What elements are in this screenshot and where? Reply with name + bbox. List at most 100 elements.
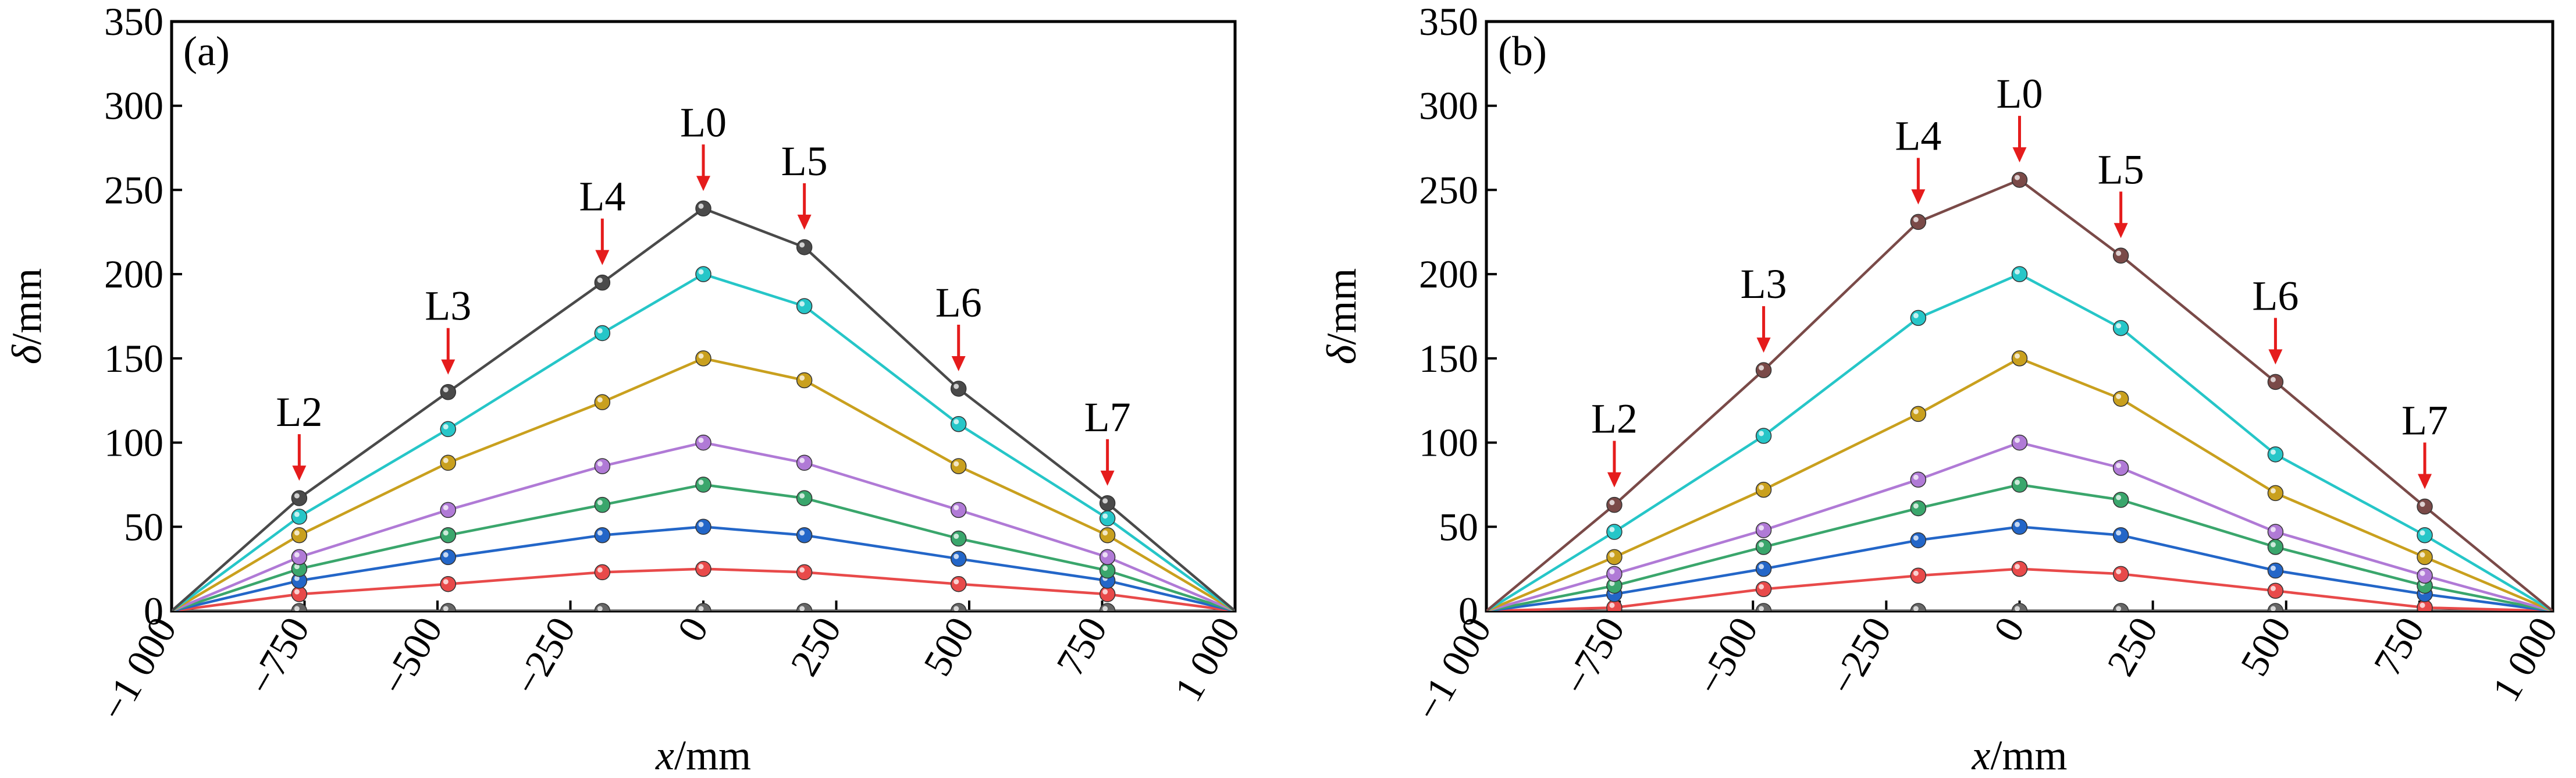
y-tick-label: 200: [1419, 252, 1478, 296]
data-point: [1755, 428, 1772, 444]
data-point: [2267, 539, 2284, 555]
data-point-highlight: [1102, 566, 1108, 571]
data-point: [1755, 560, 1772, 577]
x-tick-label: −1 000: [91, 610, 184, 729]
x-tick-label: −750: [239, 610, 318, 703]
data-point: [594, 458, 611, 474]
data-point: [440, 575, 457, 592]
data-point-highlight: [1102, 552, 1108, 557]
data-point: [594, 496, 611, 513]
x-tick-label: 250: [2098, 610, 2166, 683]
y-tick-label: 350: [104, 0, 163, 44]
data-point: [594, 603, 611, 611]
data-point: [950, 550, 967, 567]
data-point-highlight: [294, 589, 300, 595]
y-tick-label: 150: [104, 336, 163, 381]
data-point-highlight: [1102, 513, 1108, 519]
data-point-highlight: [2116, 530, 2122, 536]
data-point: [950, 415, 967, 432]
data-point: [1606, 524, 1623, 540]
data-point-highlight: [1609, 500, 1615, 506]
data-point: [695, 350, 711, 367]
data-point-highlight: [443, 606, 449, 611]
data-point-highlight: [294, 606, 300, 611]
data-point: [695, 603, 711, 611]
data-point: [1099, 603, 1116, 611]
annotation-label: L6: [935, 279, 982, 326]
annotation-l5: L5: [2098, 146, 2144, 239]
data-point: [796, 298, 813, 314]
data-point: [291, 603, 308, 611]
data-point-highlight: [799, 606, 805, 611]
annotation-l0: L0: [680, 99, 727, 191]
data-point-highlight: [2015, 521, 2020, 527]
annotation-arrow-head: [1100, 470, 1115, 486]
data-point-highlight: [2420, 602, 2425, 608]
data-point-highlight: [1759, 584, 1764, 589]
data-point-highlight: [2116, 569, 2122, 574]
data-point: [1910, 567, 1927, 584]
data-point: [2112, 320, 2129, 336]
data-point: [1755, 603, 1772, 611]
data-point-highlight: [799, 530, 805, 536]
y-tick-label: 200: [104, 252, 163, 296]
data-point-highlight: [1102, 606, 1108, 611]
annotation-arrow-head: [2418, 474, 2432, 489]
data-point: [2267, 374, 2284, 390]
data-point-highlight: [443, 505, 449, 510]
data-point-highlight: [1913, 503, 1919, 509]
data-area: [1486, 172, 2553, 611]
data-point-highlight: [1609, 569, 1615, 574]
data-point-highlight: [294, 552, 300, 557]
data-point: [2417, 527, 2433, 543]
data-point-highlight: [1609, 602, 1615, 608]
annotation-arrow-head: [797, 214, 812, 230]
annotation-label: L5: [2098, 146, 2144, 193]
x-tick-label: 750: [2365, 610, 2433, 683]
data-point: [440, 527, 457, 543]
data-point-highlight: [2116, 323, 2122, 329]
series-line-s7: [1486, 178, 2553, 611]
y-axis-title: δ/mm: [1318, 268, 1365, 364]
x-tick-label: 500: [915, 610, 983, 683]
data-point: [291, 527, 308, 543]
data-point: [2011, 434, 2028, 451]
annotation-label: L7: [2401, 397, 2448, 444]
data-point: [1755, 362, 1772, 378]
panel-label: (a): [183, 28, 230, 74]
data-point-highlight: [1609, 527, 1615, 532]
data-point-highlight: [1913, 408, 1919, 414]
data-point-highlight: [799, 242, 805, 248]
x-tick-label: −1 000: [1406, 610, 1499, 729]
data-point: [594, 274, 611, 291]
data-point: [2011, 172, 2028, 188]
data-point-highlight: [2420, 570, 2425, 576]
annotation-l0: L0: [1997, 70, 2043, 163]
data-point: [796, 527, 813, 543]
data-point: [1606, 496, 1623, 513]
series-line-s3: [1486, 483, 2553, 611]
annotation-arrow-head: [2012, 147, 2027, 163]
data-point-highlight: [2116, 606, 2122, 611]
x-tick-label: 1 000: [1166, 610, 1248, 709]
data-point: [950, 575, 967, 592]
data-point: [2112, 527, 2129, 543]
data-point-highlight: [953, 383, 959, 389]
data-point: [594, 325, 611, 342]
data-point: [1606, 566, 1623, 582]
data-point: [695, 560, 711, 577]
data-point: [440, 502, 457, 518]
data-point: [1755, 581, 1772, 598]
data-point-highlight: [953, 419, 959, 425]
y-tick-label: 300: [104, 84, 163, 128]
annotation-arrow-head: [595, 250, 610, 265]
data-point: [2267, 446, 2284, 463]
annotation-l6: L6: [935, 279, 982, 371]
data-point-highlight: [698, 479, 704, 485]
data-point: [440, 421, 457, 438]
x-tick-label: 0: [1985, 610, 2033, 649]
annotation-label: L3: [1741, 261, 1787, 307]
data-point-highlight: [1913, 570, 1919, 576]
chart-panel-a: 0 50 100 150 200 250 300 350 −1 000 −750 −500 −250 0…: [3, 0, 1248, 778]
